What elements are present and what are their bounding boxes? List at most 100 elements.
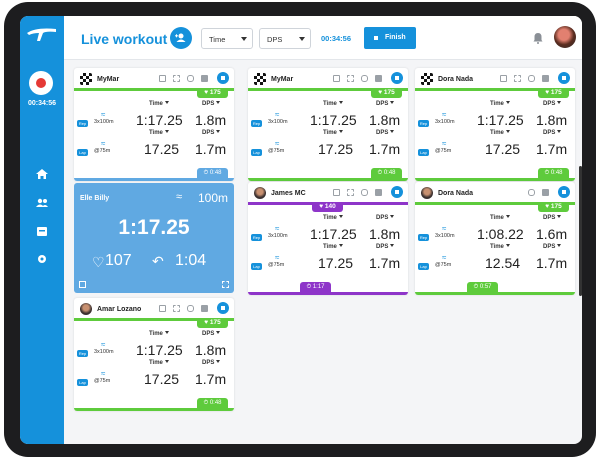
stop-swimmer-button[interactable] [558,72,570,84]
settings-icon[interactable] [34,253,50,265]
expand-icon[interactable] [173,305,180,312]
swimmer-card[interactable]: MyMar ♥ 175 Time DPS Rep ≈ 3x100m 1:17.2… [74,68,234,181]
metric-select-2[interactable]: DPS [259,28,311,49]
lap-time: 17.25 [485,141,521,157]
chevron-down-icon [216,331,221,334]
stop-swimmer-button[interactable] [391,186,403,198]
swimmer-card[interactable]: Dora Nada ♥ 175 Time DPS Rep ≈ 3x100m 1:… [415,182,575,295]
swimmer-icon: ≈ [442,139,447,148]
dps-header[interactable]: DPS [202,360,221,366]
expand-icon[interactable] [347,75,354,82]
lap-tag: Lap [251,263,262,270]
swimmer-card[interactable]: Dora Nada ♥ 175 Time DPS Rep ≈ 3x100m 1:… [415,68,575,181]
swimmer-card[interactable]: MyMar ♥ 175 Time DPS Rep ≈ 3x100m 1:17.2… [248,68,408,181]
dps-header[interactable]: DPS [543,130,562,136]
time-header[interactable]: Time [323,244,343,250]
dps-header[interactable]: DPS [202,331,221,337]
camera-icon[interactable] [361,75,368,82]
stop-swimmer-button[interactable] [217,72,229,84]
dps-header[interactable]: DPS [543,215,562,221]
rep-tag: Rep [77,120,88,127]
layout-icon[interactable] [159,75,166,82]
time-header-label: Time [149,360,163,366]
camera-icon[interactable] [528,189,535,196]
lap-tag: Lap [418,263,429,270]
dps-header[interactable]: DPS [376,101,395,107]
camera-icon[interactable] [361,189,368,196]
time-header[interactable]: Time [149,101,169,107]
focused-swimmer-card[interactable]: Elle Billy ≈ 100m 1:17.25 ♡ 107 ↶ 1:04 [74,183,234,293]
camera-icon[interactable] [187,305,194,312]
heart-rate-value: 107 [105,252,132,269]
rest-timer-value: 0:48 [209,170,222,176]
add-swimmer-button[interactable] [170,27,192,49]
scrollbar[interactable] [579,166,582,296]
time-header[interactable]: Time [323,215,343,221]
set-label: 3x100m [94,119,114,125]
heart-rate-badge: ♥ 175 [197,88,228,98]
team-icon[interactable] [34,197,50,209]
layout-icon[interactable] [500,75,507,82]
rest-timer-value: 0:48 [383,170,396,176]
layout-icon[interactable] [79,281,86,288]
time-header[interactable]: Time [149,130,169,136]
time-header[interactable]: Time [149,360,169,366]
stop-swimmer-button[interactable] [391,72,403,84]
dps-header[interactable]: DPS [376,130,395,136]
dps-header[interactable]: DPS [543,101,562,107]
status-bar [74,178,234,181]
sidebar: 00:34:56 [20,16,64,444]
chevron-down-icon [557,101,562,104]
time-header-label: Time [149,101,163,107]
layout-icon[interactable] [333,75,340,82]
dps-header[interactable]: DPS [202,130,221,136]
bell-icon[interactable] [533,32,543,44]
time-header[interactable]: Time [490,101,510,107]
chevron-down-icon [216,101,221,104]
layout-icon[interactable] [333,189,340,196]
dps-header-label: DPS [202,130,215,136]
split-time: 1:17.25 [118,216,190,239]
swimmer-avatar [421,187,433,199]
stop-swimmer-button[interactable] [217,302,229,314]
stop-swimmer-button[interactable] [558,186,570,198]
calendar-icon[interactable] [34,225,50,237]
time-header[interactable]: Time [490,215,510,221]
time-header[interactable]: Time [323,101,343,107]
finish-button[interactable]: Finish [364,27,416,49]
user-avatar[interactable] [554,26,576,48]
dps-header[interactable]: DPS [376,244,395,250]
swimmer-card[interactable]: Amar Lozano ♥ 175 Time DPS Rep ≈ 3x100m … [74,298,234,411]
chevron-down-icon [216,130,221,133]
time-header[interactable]: Time [149,331,169,337]
time-header[interactable]: Time [323,130,343,136]
top-bar: Live workout Time DPS 00:34:56 Finish [64,16,582,60]
rest-timer-value: 0:48 [209,400,222,406]
set-label: 3x100m [94,349,114,355]
rep-dps: 1.8m [369,112,401,128]
battery-icon [201,305,208,312]
collapse-icon[interactable] [222,281,229,288]
home-icon[interactable] [34,168,50,180]
time-header-label: Time [323,244,337,250]
camera-icon[interactable] [528,75,535,82]
chevron-down-icon [390,215,395,218]
dps-header-label: DPS [202,101,215,107]
time-header[interactable]: Time [490,130,510,136]
dps-header[interactable]: DPS [543,244,562,250]
time-header[interactable]: Time [490,244,510,250]
record-button[interactable] [29,71,53,95]
expand-icon[interactable] [347,189,354,196]
time-header-label: Time [323,130,337,136]
dps-header[interactable]: DPS [202,101,221,107]
layout-icon[interactable] [159,305,166,312]
camera-icon[interactable] [187,75,194,82]
metric-select-1[interactable]: Time [201,28,253,49]
timer-icon: ⏱ [203,170,209,176]
dps-header[interactable]: DPS [376,215,395,221]
swimmer-card[interactable]: James MC ♥ 140 Time DPS Rep ≈ 3x100m 1:1… [248,182,408,295]
expand-icon[interactable] [514,75,521,82]
set-label: 3x100m [435,119,455,125]
expand-icon[interactable] [173,75,180,82]
lap-label: @75m [435,148,452,154]
